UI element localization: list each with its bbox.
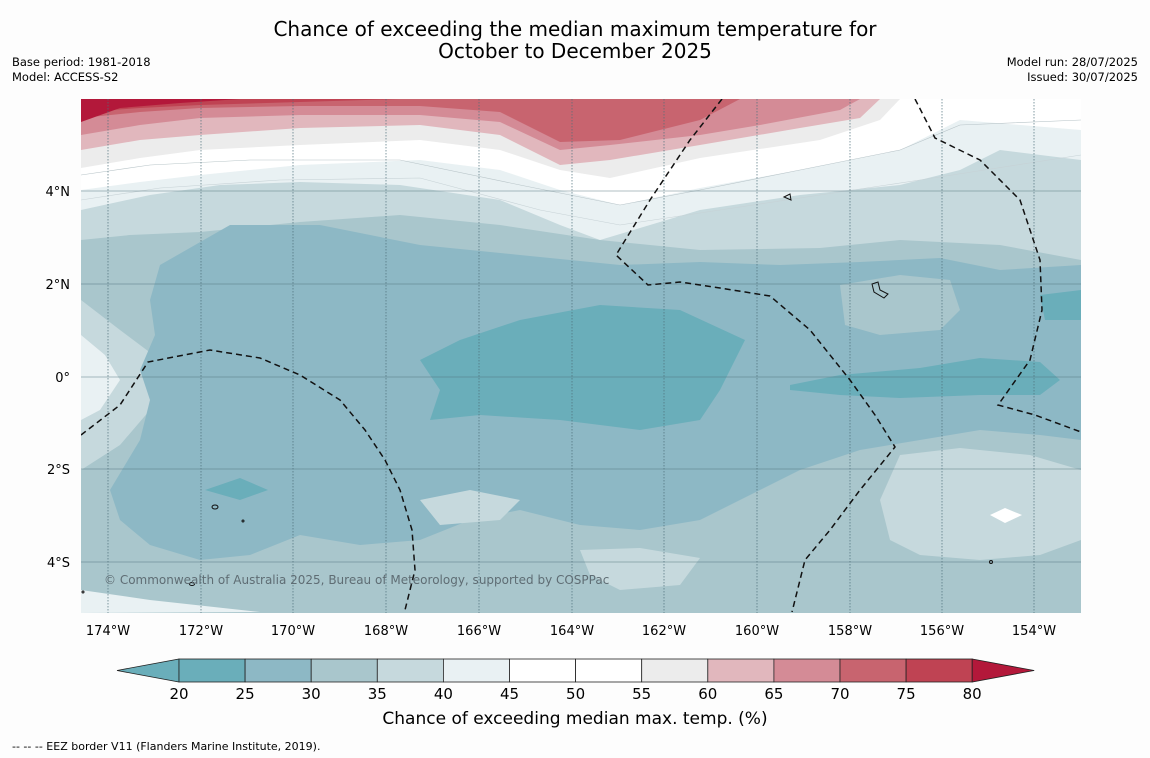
eez-legend: -- -- -- EEZ border V11 (Flanders Marine… (12, 740, 321, 753)
colorbar-segment (376, 658, 444, 683)
colorbar-segment (442, 658, 510, 683)
colorbar-segment (178, 658, 246, 683)
probability-map (81, 99, 1081, 613)
colorbar-tick: 40 (434, 685, 453, 703)
lat-label: 4°S (47, 556, 70, 571)
colorbar-label: Chance of exceeding median max. temp. (%… (382, 709, 768, 729)
colorbar-segment (839, 658, 907, 683)
lat-label: 2°S (47, 463, 70, 478)
issued-date: Issued: 30/07/2025 (1027, 70, 1138, 84)
colorbar-tick: 70 (830, 685, 849, 703)
title-line-2: October to December 2025 (438, 39, 712, 63)
eez-borders (81, 99, 1081, 613)
colorbar-segment (244, 658, 312, 683)
colorbar-arrow-low (116, 658, 180, 683)
colorbar-tick: 60 (698, 685, 717, 703)
colorbar-tick: 65 (764, 685, 783, 703)
lon-label: 164°W (550, 624, 594, 639)
copyright-notice: © Commonwealth of Australia 2025, Bureau… (104, 573, 610, 587)
lon-label: 162°W (642, 624, 686, 639)
title-line-1: Chance of exceeding the median maximum t… (273, 17, 877, 41)
model-name: Model: ACCESS-S2 (12, 70, 119, 84)
colorbar: 20 25 30 35 40 45 50 55 60 65 70 75 80 (116, 658, 1035, 703)
lon-label: 172°W (179, 624, 223, 639)
colorbar-tick: 55 (632, 685, 651, 703)
colorbar-arrow-high (971, 658, 1035, 683)
colorbar-tick: 75 (897, 685, 916, 703)
lat-label: 2°N (46, 278, 71, 293)
colorbar-segment (707, 658, 775, 683)
colorbar-tick: 25 (236, 685, 255, 703)
colorbar-tick: 45 (500, 685, 519, 703)
colorbar-segment (773, 658, 841, 683)
colorbar-tick: 35 (368, 685, 387, 703)
graticule (81, 99, 1081, 613)
longitude-labels: 174°W 172°W 170°W 168°W 166°W 164°W 162°W 160°W… (86, 624, 1056, 639)
meta-right: Model run: 28/07/2025 Issued: 30/07/2025 (1007, 55, 1138, 85)
eez-border-west (81, 349, 416, 611)
colorbar-tick: 20 (169, 685, 188, 703)
lon-label: 160°W (735, 624, 779, 639)
model-run: Model run: 28/07/2025 (1006, 55, 1138, 69)
lon-label: 156°W (920, 624, 964, 639)
lon-label: 168°W (364, 624, 408, 639)
colorbar-segment (575, 658, 643, 683)
colorbar-tick: 50 (566, 685, 585, 703)
lon-label: 158°W (828, 624, 872, 639)
colorbar-segment (509, 658, 576, 683)
map-title: Chance of exceeding the median maximum t… (0, 18, 1150, 62)
islands (81, 193, 993, 594)
meta-left: Base period: 1981-2018 Model: ACCESS-S2 (12, 55, 151, 85)
colorbar-tick: 80 (963, 685, 982, 703)
lon-label: 170°W (271, 624, 315, 639)
lat-label: 4°N (46, 185, 71, 200)
lon-label: 174°W (86, 624, 130, 639)
lat-label: 0° (55, 371, 70, 386)
colorbar-tick: 30 (302, 685, 321, 703)
lon-label: 166°W (457, 624, 501, 639)
colorbar-segment (310, 658, 378, 683)
colorbar-segment (641, 658, 709, 683)
colorbar-segment (905, 658, 973, 683)
latitude-labels: 4°N 2°N 0° 2°S 4°S (46, 185, 71, 571)
lon-label: 154°W (1012, 624, 1056, 639)
eez-border-central (615, 99, 896, 613)
base-period: Base period: 1981-2018 (12, 55, 151, 69)
